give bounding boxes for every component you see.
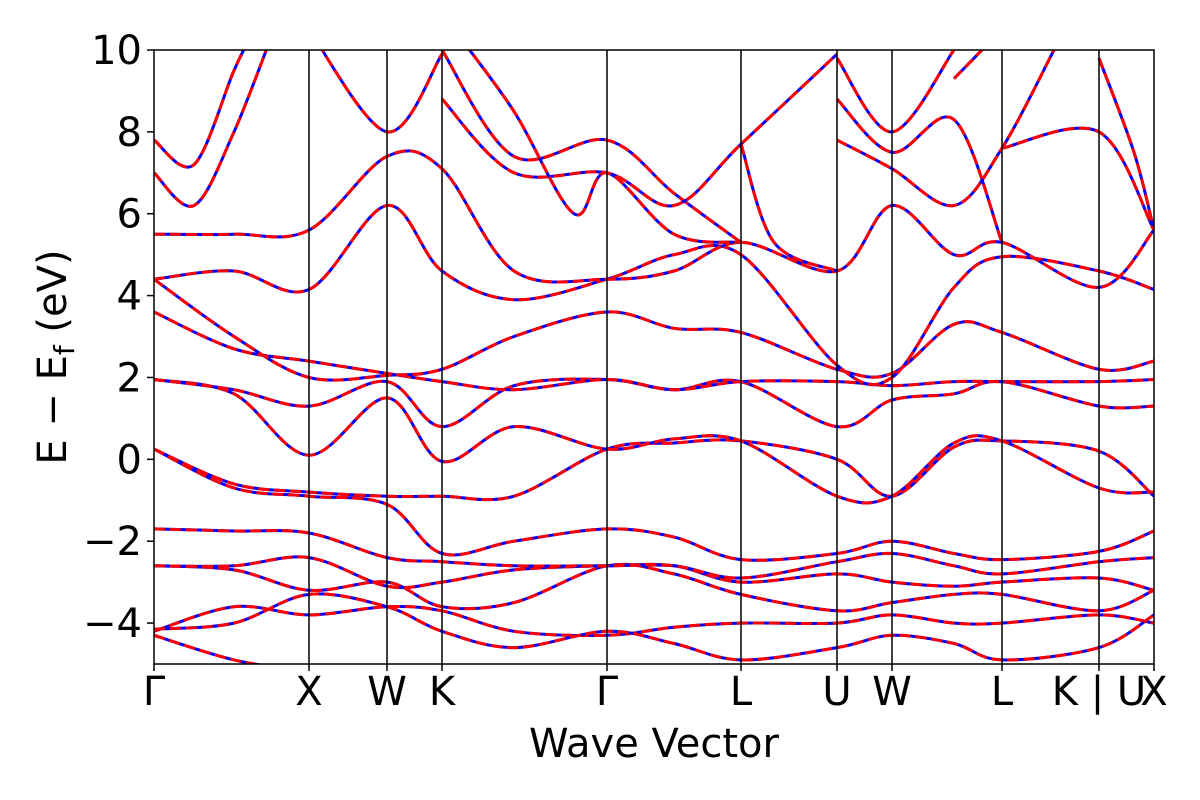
y-tick-label-1: −2 bbox=[83, 519, 142, 565]
y-tick-label-0: −4 bbox=[83, 601, 142, 647]
x-tick-label-5: L bbox=[730, 669, 753, 715]
band-16-blue bbox=[320, 50, 444, 134]
band-6-red bbox=[154, 447, 1154, 562]
band-11-blue bbox=[154, 277, 1154, 382]
x-tick-label-3: K bbox=[429, 669, 457, 715]
band-14-red bbox=[154, 50, 268, 208]
band-11-red bbox=[154, 277, 1154, 382]
band-1-red bbox=[154, 604, 1154, 638]
band-26-blue bbox=[1097, 57, 1154, 231]
band-26-red bbox=[1097, 57, 1154, 231]
band-16-red bbox=[320, 50, 444, 134]
band-0-red bbox=[154, 633, 264, 664]
y-axis-label-main: E − E bbox=[30, 355, 76, 465]
y-tick-label-6: 8 bbox=[117, 110, 142, 156]
band-15-red bbox=[154, 50, 246, 169]
y-axis-label-sub: f bbox=[48, 344, 81, 355]
band-7-red bbox=[154, 438, 1154, 502]
bands-layer bbox=[154, 50, 1154, 664]
y-axis-label-unit: (eV) bbox=[30, 249, 76, 345]
band-3-blue bbox=[154, 562, 1154, 613]
band-22-red bbox=[836, 50, 1056, 208]
y-axis-label: E − Ef (eV) bbox=[30, 249, 81, 464]
band-24-red bbox=[739, 143, 838, 273]
kpoint-lines bbox=[308, 50, 1100, 664]
x-tick-label-1: X bbox=[295, 669, 322, 715]
band-3-red bbox=[154, 562, 1154, 613]
band-25-red bbox=[952, 50, 985, 80]
band-7-blue bbox=[154, 438, 1154, 502]
y-tick-label-4: 4 bbox=[117, 274, 142, 320]
band-2-red bbox=[154, 592, 1154, 662]
band-6-blue bbox=[154, 447, 1154, 562]
band-19-red bbox=[467, 50, 742, 244]
band-20-red bbox=[835, 98, 1004, 243]
y-tick-label-2: 0 bbox=[117, 437, 142, 483]
band-5-blue bbox=[154, 527, 1154, 580]
x-tick-label-10: X bbox=[1140, 669, 1167, 715]
x-tick-label-6: U bbox=[822, 669, 851, 715]
band-18-blue bbox=[440, 53, 839, 208]
band-22-blue bbox=[836, 50, 1056, 208]
y-axis-ticks: −4 −2 0 2 4 6 8 10 bbox=[83, 28, 154, 647]
band-0-blue bbox=[154, 633, 264, 664]
x-tick-label-0: Γ bbox=[143, 669, 166, 715]
x-tick-label-7: W bbox=[872, 669, 912, 715]
band-12-red bbox=[154, 203, 1154, 387]
x-axis-label: Wave Vector bbox=[529, 721, 780, 767]
band-24-blue bbox=[739, 143, 838, 273]
x-tick-label-8: L bbox=[991, 669, 1014, 715]
band-2-blue bbox=[154, 592, 1154, 662]
band-1-blue bbox=[154, 604, 1154, 638]
band-17-red bbox=[440, 50, 742, 244]
band-18-red bbox=[440, 53, 839, 208]
band-13-red bbox=[154, 149, 1154, 289]
y-tick-label-7: 10 bbox=[91, 28, 142, 74]
band-10-red bbox=[154, 310, 1154, 392]
band-21-red bbox=[835, 50, 956, 134]
band-17-blue bbox=[440, 50, 742, 244]
plot-frame bbox=[153, 49, 1155, 665]
x-tick-label-9: K | U bbox=[1052, 669, 1146, 715]
x-tick-label-4: Γ bbox=[596, 669, 619, 715]
y-tick-label-3: 2 bbox=[117, 355, 142, 401]
band-8-red bbox=[154, 378, 1154, 505]
x-tick-label-2: W bbox=[367, 669, 407, 715]
band-5-red bbox=[154, 527, 1154, 580]
y-tick-label-5: 6 bbox=[117, 192, 142, 238]
band-4-red bbox=[154, 555, 1154, 592]
